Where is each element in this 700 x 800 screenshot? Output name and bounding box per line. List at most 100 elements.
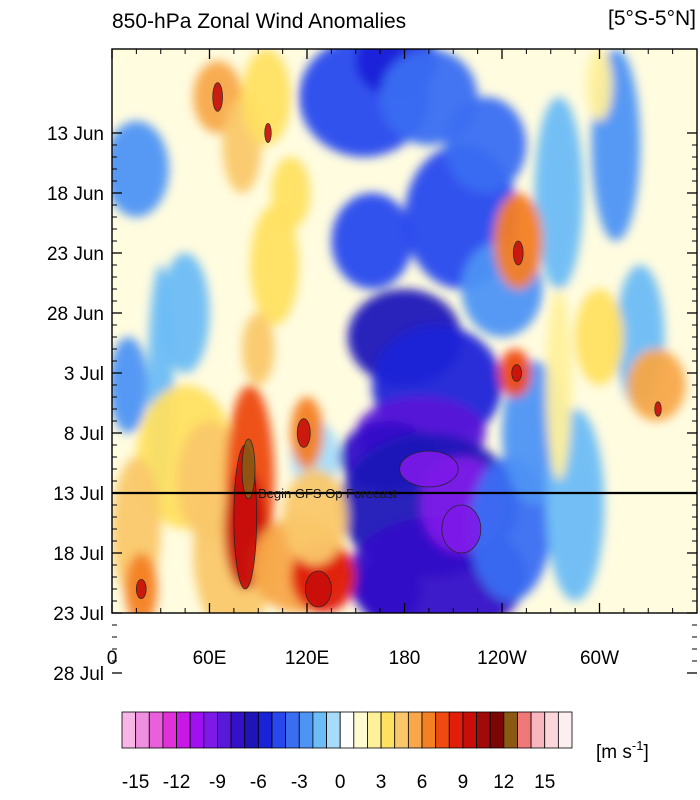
y-tick-label: 13 Jun <box>47 124 104 145</box>
colorbar-swatch <box>544 711 559 749</box>
anomaly-patch <box>160 253 210 373</box>
forecast-annotation-text: Begin GFS Op Forecast <box>258 486 397 501</box>
x-tick-label: 0 <box>107 648 118 669</box>
y-tick-label: 13 Jul <box>53 484 104 505</box>
colorbar-swatch <box>162 711 177 749</box>
anomaly-core <box>212 82 223 112</box>
anomaly-patch <box>112 337 148 433</box>
colorbar-swatch <box>503 711 518 749</box>
anomaly-patch <box>282 469 348 565</box>
x-tick-label: 60W <box>580 648 619 669</box>
colorbar-swatch <box>257 711 273 749</box>
anomaly-core <box>654 401 662 417</box>
colorbar-swatch <box>189 711 205 749</box>
x-tick-label: 120W <box>477 648 527 669</box>
colorbar-swatch <box>217 711 232 749</box>
anomaly-core <box>135 579 147 600</box>
anomaly-patch <box>112 121 169 217</box>
anomaly-core <box>296 418 311 448</box>
colorbar-label: 6 <box>417 772 428 793</box>
y-tick-label: 23 Jun <box>47 244 104 265</box>
colorbar-swatch <box>285 711 300 749</box>
colorbar-units-exponent: -1 <box>632 738 644 753</box>
colorbar-swatch <box>148 711 164 749</box>
anomaly-patch <box>445 97 527 193</box>
anomaly-core <box>264 123 272 144</box>
colorbar-swatch <box>557 711 573 749</box>
anomaly-core <box>512 240 524 266</box>
colorbar-label: 0 <box>335 772 346 793</box>
y-tick-label: 23 Jul <box>53 604 104 625</box>
anomaly-patch <box>271 157 311 229</box>
anomaly-patch <box>250 205 299 325</box>
colorbar-units: [m s-1] <box>596 738 649 763</box>
anomaly-patch <box>586 49 613 121</box>
region-label: [5°S-5°N] <box>608 7 696 30</box>
anomaly-core <box>511 364 522 382</box>
y-tick-label: 18 Jul <box>53 544 104 565</box>
anomaly-patch <box>242 313 275 385</box>
colorbar-swatch <box>244 711 259 749</box>
x-tick-label: 60E <box>193 648 227 669</box>
colorbar-label: -15 <box>122 772 149 793</box>
colorbar-label: -3 <box>291 772 308 793</box>
colorbar-swatch <box>380 711 396 749</box>
colorbar-swatch <box>489 711 505 749</box>
chart-title: 850-hPa Zonal Wind Anomalies <box>112 10 406 33</box>
y-axis: 13 Jun 18 Jun 23 Jun 28 Jun 3 Jul 8 Jul 13 Jul… <box>47 124 697 685</box>
plot-area <box>112 49 697 613</box>
colorbar-label: 9 <box>458 772 469 793</box>
colorbar-swatch <box>339 711 355 749</box>
anomaly-cores <box>135 82 662 608</box>
colorbar-swatch <box>312 711 327 749</box>
anomaly-core <box>399 450 459 488</box>
y-tick-label: 28 Jun <box>47 304 104 325</box>
anomaly-patch <box>575 289 624 385</box>
anomaly-core <box>304 570 332 608</box>
colorbar-label: -9 <box>209 772 226 793</box>
colorbar-units-base: [m s <box>596 742 632 763</box>
colorbar-swatch <box>203 711 218 749</box>
anomaly-patch <box>242 49 291 145</box>
colorbar-swatch <box>271 711 287 749</box>
anomaly-patch <box>545 289 572 481</box>
y-tick-label: 18 Jun <box>47 184 104 205</box>
colorbar-label: 3 <box>376 772 387 793</box>
y-tick-label: 3 Jul <box>64 364 104 385</box>
colorbar-swatch <box>517 711 532 749</box>
colorbar-swatch <box>421 711 437 749</box>
anomaly-patch <box>355 553 421 613</box>
colorbar-swatch <box>476 711 491 749</box>
colorbar-label: -6 <box>250 772 267 793</box>
anomaly-patch <box>534 97 584 289</box>
colorbar-label: -12 <box>163 772 190 793</box>
x-tick-label: 180 <box>389 648 421 669</box>
colorbar-label: 15 <box>534 772 555 793</box>
colorbar-swatch <box>462 711 477 749</box>
x-axis: 0 60E 120E 180 120W 60W <box>107 49 674 669</box>
colorbar-swatch <box>448 711 464 749</box>
colorbar: -15 -12 -9 -6 -3 0 3 6 9 12 15 <box>121 711 573 793</box>
colorbar-swatch <box>230 711 246 749</box>
colorbar-label: 12 <box>493 772 514 793</box>
forecast-start-line: Begin GFS Op Forecast <box>112 486 697 501</box>
anomaly-patch <box>331 193 413 289</box>
colorbar-swatch <box>121 711 137 749</box>
colorbar-swatch <box>407 711 423 749</box>
y-tick-label: 8 Jul <box>64 424 104 445</box>
colorbar-swatch <box>530 711 546 749</box>
colorbar-swatch <box>367 711 382 749</box>
colorbar-swatch <box>135 711 150 749</box>
colorbar-units-close: ] <box>643 742 648 763</box>
x-tick-label: 120E <box>285 648 329 669</box>
anomaly-patch <box>627 349 686 421</box>
colorbar-swatch <box>298 711 314 749</box>
colorbar-swatch <box>435 711 450 749</box>
colorbar-swatch <box>394 711 409 749</box>
colorbar-swatch <box>353 711 368 749</box>
anomaly-core <box>241 438 256 500</box>
anomaly-core <box>441 504 482 554</box>
y-tick-label: 28 Jul <box>53 664 104 685</box>
colorbar-swatch <box>326 711 341 749</box>
